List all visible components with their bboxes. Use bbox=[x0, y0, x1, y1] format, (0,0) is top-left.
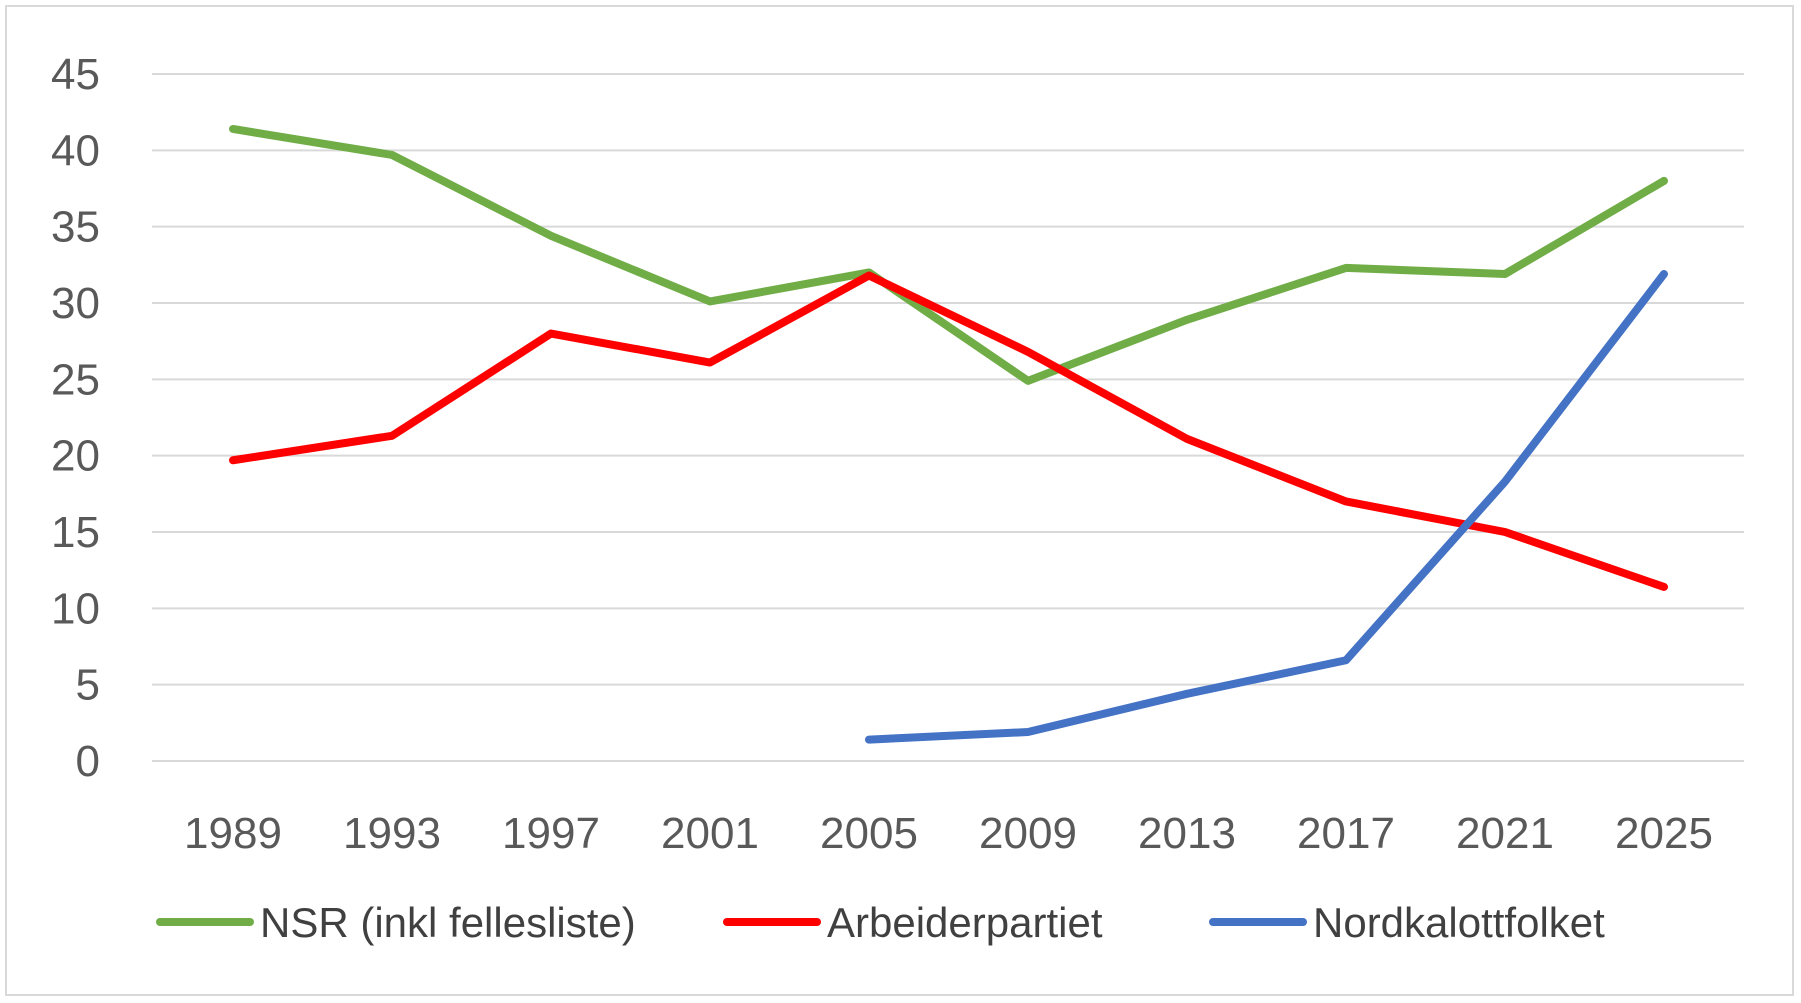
x-tick-label: 1997 bbox=[502, 809, 600, 858]
series-line-1 bbox=[229, 124, 1668, 385]
legend-item-2: Arbeiderpartiet bbox=[723, 899, 1103, 946]
x-tick-label: 2005 bbox=[820, 809, 918, 858]
legend-label: NSR (inkl fellesliste) bbox=[260, 899, 636, 946]
legend-item-1: NSR (inkl fellesliste) bbox=[156, 899, 636, 946]
x-tick-label: 1993 bbox=[343, 809, 441, 858]
x-tick-label: 2017 bbox=[1297, 809, 1395, 858]
x-tick-label: 2013 bbox=[1138, 809, 1236, 858]
y-tick-label: 40 bbox=[51, 126, 100, 175]
x-tick-label: 2009 bbox=[979, 809, 1077, 858]
y-tick-label: 10 bbox=[51, 584, 100, 633]
y-tick-label: 20 bbox=[51, 432, 100, 481]
y-tick-label: 45 bbox=[51, 50, 100, 99]
y-tick-label: 15 bbox=[51, 508, 100, 557]
x-tick-label: 1989 bbox=[184, 809, 282, 858]
x-tick-label: 2001 bbox=[661, 809, 759, 858]
series-line-3 bbox=[865, 269, 1668, 744]
x-tick-label: 2021 bbox=[1456, 809, 1554, 858]
gridlines bbox=[152, 73, 1744, 762]
legend-item-3: Nordkalottfolket bbox=[1209, 899, 1605, 946]
series-line-2 bbox=[229, 271, 1668, 591]
y-tick-label: 5 bbox=[76, 661, 100, 710]
x-tick-label: 2025 bbox=[1615, 809, 1713, 858]
x-axis-ticks: 1989 1993 1997 2001 2005 2009 2013 2017 2021 2025 bbox=[184, 809, 1713, 858]
y-tick-label: 35 bbox=[51, 203, 100, 252]
y-axis-ticks: 0 5 10 15 20 25 30 35 40 45 bbox=[51, 50, 100, 786]
legend-label: Nordkalottfolket bbox=[1313, 899, 1605, 946]
legend-label: Arbeiderpartiet bbox=[827, 899, 1103, 946]
chart-frame bbox=[5, 5, 1794, 996]
y-tick-label: 0 bbox=[76, 737, 100, 786]
legend: NSR (inkl fellesliste) Arbeiderpartiet Nor… bbox=[156, 899, 1605, 946]
series-lines bbox=[229, 124, 1668, 744]
y-tick-label: 25 bbox=[51, 355, 100, 404]
y-tick-label: 30 bbox=[51, 279, 100, 328]
